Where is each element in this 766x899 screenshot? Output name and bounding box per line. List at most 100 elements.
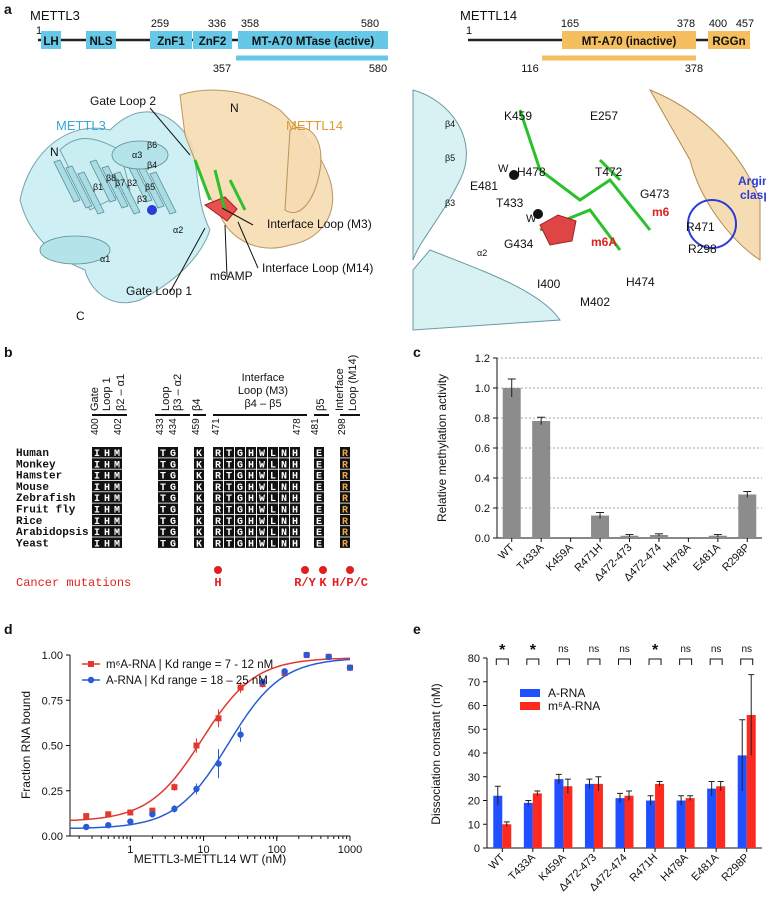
residue-letter: H [292, 506, 298, 517]
residue-cell [112, 458, 122, 469]
bar [746, 715, 756, 848]
residue-letter: R [342, 528, 348, 539]
bar [716, 786, 726, 848]
residue-letter: H [292, 483, 298, 494]
residue-letter: R [215, 460, 221, 471]
mettl3-domain-block [150, 31, 192, 49]
residue-letter: M [114, 483, 120, 494]
leader-line [169, 227, 206, 293]
residue-letter: E [316, 539, 322, 550]
residue-cell [246, 514, 256, 526]
residue-letter: T [226, 506, 232, 517]
data-point [325, 653, 332, 661]
residue-letter: W [259, 517, 265, 528]
residue-cell [92, 492, 102, 503]
residue-letter: R [215, 539, 221, 550]
alignment-position: 478 [292, 418, 303, 435]
residue-letter: E [316, 506, 322, 517]
leader-line [224, 224, 228, 278]
residue-letter: T [160, 517, 166, 528]
alignment-header: β2 – α1 [115, 374, 127, 411]
alignment-position: 471 [211, 418, 222, 435]
mettl3-domain-block [41, 31, 61, 49]
residue-cell [257, 514, 267, 526]
data-point [105, 821, 112, 829]
alignment-panel: Gate Loop 1 β2 – α1 Loop β3 – α2 β4InterfaceL… [16, 355, 368, 590]
residue-cell [314, 469, 324, 481]
residue-letter: L [270, 494, 276, 505]
residue-cell [194, 469, 204, 481]
structure-left-label: Gate Loop 2 [90, 94, 156, 108]
bar [584, 783, 594, 848]
structure-left-label: β1 [93, 182, 103, 192]
mettl14-position: 378 [677, 18, 695, 30]
bar [591, 515, 610, 538]
residue-cell [213, 526, 223, 537]
significance-label: ns [619, 644, 630, 655]
residue-letter: E [316, 528, 322, 539]
residue-cell [92, 503, 102, 514]
x-tick-label: R298P [720, 542, 752, 574]
mutation-dot [346, 566, 354, 574]
residue-cell [340, 526, 350, 537]
residue-letter: T [226, 460, 232, 471]
residue-cell [92, 526, 102, 537]
y-tick-label: 50 [468, 724, 480, 736]
residue-letter: H [292, 449, 298, 460]
residue-letter: N [281, 460, 287, 471]
significance-label: ns [558, 644, 569, 655]
alignment-header: Loop 1 [101, 377, 113, 411]
residue-cell [92, 458, 102, 469]
residue-letter: M [114, 517, 120, 528]
mettl3-domain-label: NLS [90, 36, 113, 48]
x-tick-label: 1 [127, 844, 133, 856]
residue-letter: K [196, 460, 202, 471]
residue-cell [257, 503, 267, 514]
mettl14-start: 1 [466, 25, 472, 37]
data-point [215, 715, 222, 722]
residue-letter: R [215, 449, 221, 460]
residue-letter: G [170, 494, 176, 505]
significance-bracket [679, 658, 693, 665]
residue-cell [112, 526, 122, 537]
structure-right-label: G434 [504, 237, 534, 251]
residue-cell [213, 514, 223, 526]
zoom-mettl3-sheet [412, 89, 467, 261]
residue-cell [235, 492, 245, 503]
residue-cell [246, 503, 256, 514]
residue-letter: L [270, 506, 276, 517]
mettl3-domain-map: METTL3 1LH NLS ZnF1 ZnF2 MT-A70 MTase (active… [30, 8, 388, 75]
residue-cell [279, 537, 289, 548]
residue-letter: I [94, 449, 100, 460]
panel-label-d: d [4, 621, 13, 637]
y-tick-label: 0.25 [42, 786, 63, 798]
residue-letter: H [292, 528, 298, 539]
alignment-header: Loop (M14) [347, 355, 359, 411]
residue-cell [102, 537, 112, 548]
leader-line [149, 107, 191, 156]
residue-cell [158, 492, 168, 503]
helix-a1 [39, 235, 111, 265]
residue-letter: R [215, 483, 221, 494]
y-tick-label: 1.00 [42, 650, 63, 662]
bar [523, 802, 533, 848]
water-1 [509, 170, 519, 180]
beta-strand [65, 165, 93, 209]
residue-letter: H [104, 494, 110, 505]
residue-letter: T [160, 449, 166, 460]
alignment-position: 400 [90, 418, 101, 435]
legend-marker [87, 676, 95, 684]
structure-right-label: m6A [591, 235, 617, 249]
residue-cell [268, 492, 278, 503]
y-tick-label: 0.8 [475, 413, 490, 425]
residue-letter: N [281, 494, 287, 505]
residue-cell [235, 469, 245, 481]
significance-bracket [556, 658, 570, 665]
residue-cell [168, 458, 178, 469]
residue-cell [290, 480, 300, 492]
legend-marker [88, 661, 94, 667]
residue-letter: E [316, 472, 322, 483]
residue-cell [112, 469, 122, 481]
structure-right-label: I400 [537, 277, 561, 291]
y-axis-label: Fraction RNA bound [19, 691, 33, 799]
